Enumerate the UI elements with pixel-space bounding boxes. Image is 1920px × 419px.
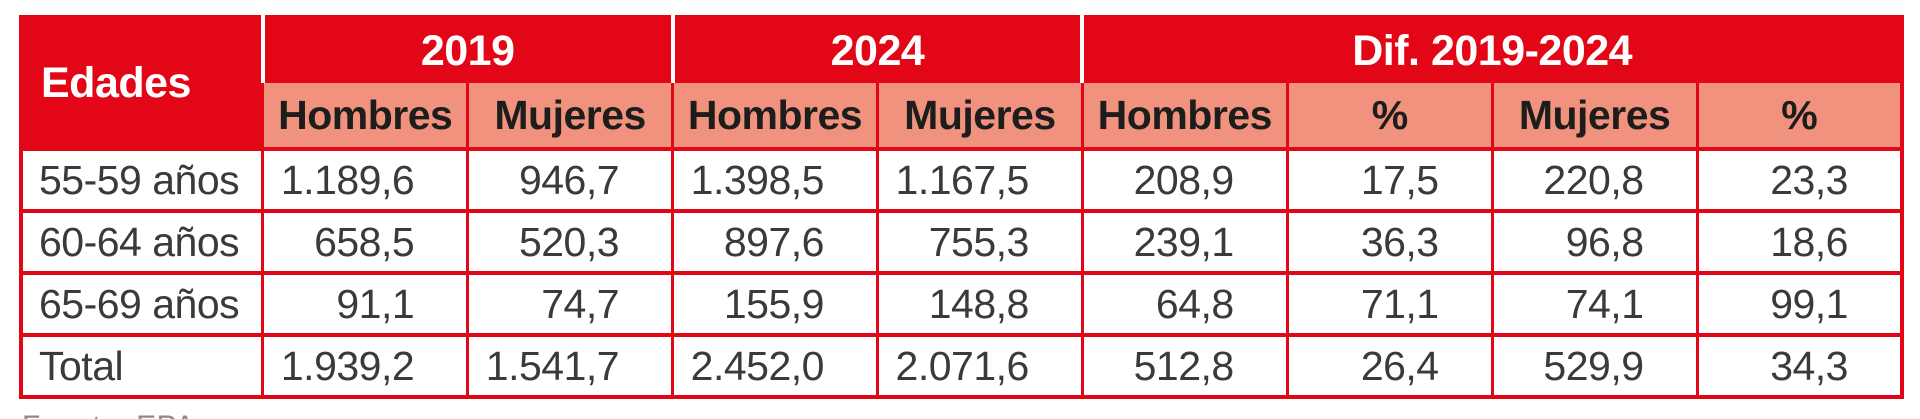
table-row-65-69: 65-69 años 91,1 74,7 155,9 148,8 64,8 71… bbox=[19, 271, 1904, 337]
row-label: 60-64 años bbox=[19, 209, 265, 275]
table-cell: 155,9 bbox=[671, 271, 879, 337]
table-cell: 220,8 bbox=[1490, 147, 1699, 213]
col-group-dif-2019-2024: Dif. 2019-2024 bbox=[1080, 17, 1902, 83]
col-header-hombres-2024: Hombres bbox=[671, 83, 878, 149]
table-cell: 2.071,6 bbox=[875, 333, 1084, 399]
table-cell: 36,3 bbox=[1285, 209, 1494, 275]
col-header-pct-hombres: % bbox=[1285, 83, 1493, 149]
table-cell: 91,1 bbox=[261, 271, 470, 337]
col-header-mujeres-dif: Mujeres bbox=[1490, 83, 1698, 149]
sub-header-row: Hombres Mujeres Hombres Mujeres Hombres … bbox=[21, 83, 1902, 149]
table-cell: 1.541,7 bbox=[466, 333, 675, 399]
col-header-pct-mujeres: % bbox=[1695, 83, 1902, 149]
year-header-row: Edades 2019 2024 Dif. 2019-2024 bbox=[21, 17, 1902, 149]
table-cell: 18,6 bbox=[1695, 209, 1904, 275]
table-cell: 239,1 bbox=[1080, 209, 1289, 275]
employment-by-age-table: Edades 2019 2024 Dif. 2019-2024 Hombres … bbox=[19, 15, 1904, 399]
table-cell: 99,1 bbox=[1695, 271, 1904, 337]
table-cell: 64,8 bbox=[1080, 271, 1289, 337]
col-group-2024: 2024 bbox=[670, 17, 1083, 83]
table-cell: 71,1 bbox=[1285, 271, 1494, 337]
table-cell: 74,7 bbox=[466, 271, 675, 337]
row-label: 55-59 años bbox=[19, 147, 265, 213]
row-label: Total bbox=[19, 333, 265, 399]
table-cell: 148,8 bbox=[875, 271, 1084, 337]
table-row-60-64: 60-64 años 658,5 520,3 897,6 755,3 239,1… bbox=[19, 209, 1904, 275]
corner-header-edades: Edades bbox=[21, 17, 263, 149]
row-label: 65-69 años bbox=[19, 271, 265, 337]
source-note: Fuente: EPA bbox=[22, 410, 195, 419]
statistics-table-wrap: Edades 2019 2024 Dif. 2019-2024 Hombres … bbox=[19, 15, 1904, 399]
col-header-hombres-dif: Hombres bbox=[1080, 83, 1288, 149]
table-cell: 23,3 bbox=[1695, 147, 1904, 213]
table-cell: 1.167,5 bbox=[875, 147, 1084, 213]
table-cell: 520,3 bbox=[466, 209, 675, 275]
table-row-total: Total 1.939,2 1.541,7 2.452,0 2.071,6 51… bbox=[19, 333, 1904, 399]
table-cell: 1.939,2 bbox=[261, 333, 470, 399]
col-group-2019: 2019 bbox=[260, 17, 673, 83]
table-cell: 897,6 bbox=[671, 209, 879, 275]
table-cell: 512,8 bbox=[1080, 333, 1289, 399]
table-cell: 529,9 bbox=[1490, 333, 1699, 399]
col-header-hombres-2019: Hombres bbox=[261, 83, 468, 149]
table-cell: 755,3 bbox=[875, 209, 1084, 275]
table-cell: 946,7 bbox=[466, 147, 675, 213]
table-row-55-59: 55-59 años 1.189,6 946,7 1.398,5 1.167,5… bbox=[19, 147, 1904, 213]
table-cell: 2.452,0 bbox=[671, 333, 879, 399]
table-cell: 658,5 bbox=[261, 209, 470, 275]
table-cell: 96,8 bbox=[1490, 209, 1699, 275]
table-cell: 208,9 bbox=[1080, 147, 1289, 213]
table-cell: 34,3 bbox=[1695, 333, 1904, 399]
table-cell: 26,4 bbox=[1285, 333, 1494, 399]
table-cell: 1.398,5 bbox=[671, 147, 879, 213]
col-header-mujeres-2024: Mujeres bbox=[875, 83, 1083, 149]
table-cell: 74,1 bbox=[1490, 271, 1699, 337]
col-header-mujeres-2019: Mujeres bbox=[466, 83, 673, 149]
table-cell: 1.189,6 bbox=[261, 147, 470, 213]
table-cell: 17,5 bbox=[1285, 147, 1494, 213]
